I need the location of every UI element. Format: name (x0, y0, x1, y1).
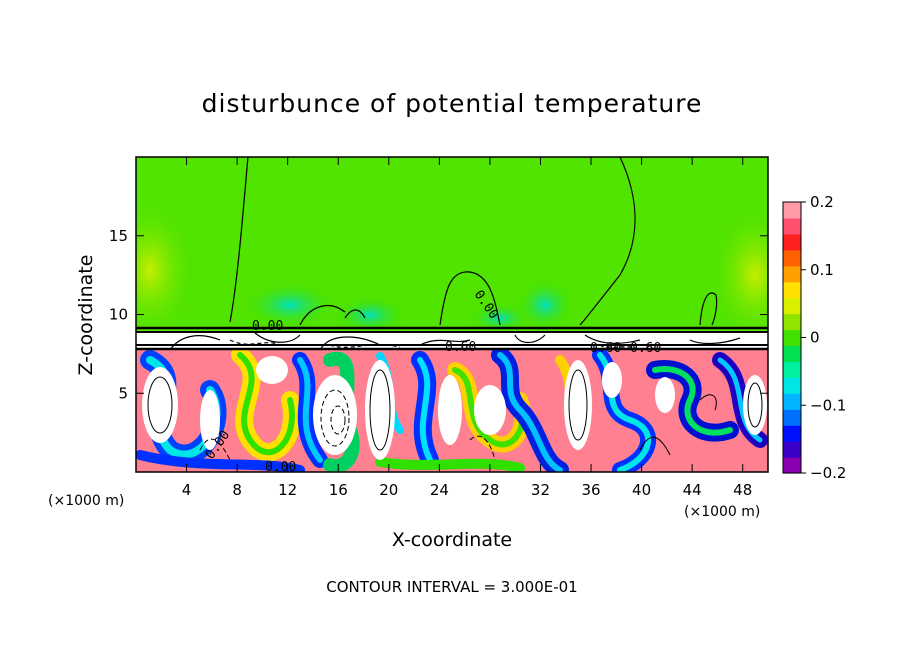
y-tick-label: 10 (109, 306, 128, 324)
x-tick-label: 4 (182, 481, 192, 499)
inversion-band (136, 326, 768, 351)
colorbar-tick-label: 0 (810, 329, 820, 347)
contour-label: 0.60 (630, 341, 661, 356)
upper-contours (229, 156, 718, 326)
colorbar-swatch (783, 233, 801, 251)
x-tick-label: 24 (430, 481, 449, 499)
colorbar-tick-label: −0.2 (810, 464, 846, 482)
colorbar-swatch (783, 202, 801, 219)
colorbar-swatch (783, 345, 801, 363)
contour-interval-label: CONTOUR INTERVAL = 3.000E-01 (326, 578, 577, 596)
colorbar-swatch (783, 377, 801, 394)
colorbar-tick-label: −0.1 (810, 396, 846, 414)
x-axis: 4 8 12 16 20 24 28 32 36 40 44 48 (182, 157, 752, 499)
colorbar-tick-label: 0.1 (810, 261, 834, 279)
x-tick-label: 40 (632, 481, 651, 499)
colorbar-tick-label: 0.2 (810, 193, 834, 211)
colorbar (783, 202, 801, 474)
chart-title: disturbunce of potential temperature (202, 89, 703, 118)
x-tick-label: 36 (581, 481, 600, 499)
lower-field (136, 348, 768, 472)
x-tick-label: 32 (531, 481, 550, 499)
colorbar-swatch (783, 217, 801, 235)
x-axis-label: X-coordinate (392, 529, 512, 551)
contour-label: 0.60 (445, 340, 476, 355)
x-tick-label: 16 (329, 481, 348, 499)
colorbar-ticks: 0.2 0.1 0 −0.1 −0.2 (801, 193, 846, 482)
colorbar-swatch (783, 265, 801, 283)
x-tick-label: 48 (733, 481, 752, 499)
x-tick-label: 28 (480, 481, 499, 499)
x-tick-label: 44 (683, 481, 702, 499)
upper-field (136, 157, 768, 331)
y-axis-label: Z-coordinate (75, 255, 97, 376)
y-tick-label: 5 (118, 384, 128, 402)
x-tick-label: 20 (379, 481, 398, 499)
contour-label: 0.60 (590, 341, 621, 356)
colorbar-swatch (783, 409, 801, 426)
x-unit-label-right: (×1000 m) (684, 504, 760, 520)
x-tick-label: 8 (232, 481, 242, 499)
colorbar-swatch (783, 249, 801, 267)
colorbar-swatch (783, 441, 801, 458)
colorbar-swatch (783, 393, 801, 410)
colorbar-swatch (783, 313, 801, 331)
colorbar-swatch (783, 361, 801, 378)
colorbar-swatch (783, 297, 801, 315)
colorbar-swatch (783, 457, 801, 474)
colorbar-swatch (783, 329, 801, 347)
y-tick-label: 15 (109, 227, 128, 245)
colorbar-swatch (783, 281, 801, 299)
colorbar-swatch (783, 425, 801, 442)
x-unit-label-left: (×1000 m) (48, 493, 124, 509)
contour-label: 0.00 (265, 460, 296, 475)
contour-label: 0.00 (252, 319, 283, 334)
x-tick-label: 12 (278, 481, 297, 499)
y-axis: 5 10 15 (109, 227, 768, 402)
